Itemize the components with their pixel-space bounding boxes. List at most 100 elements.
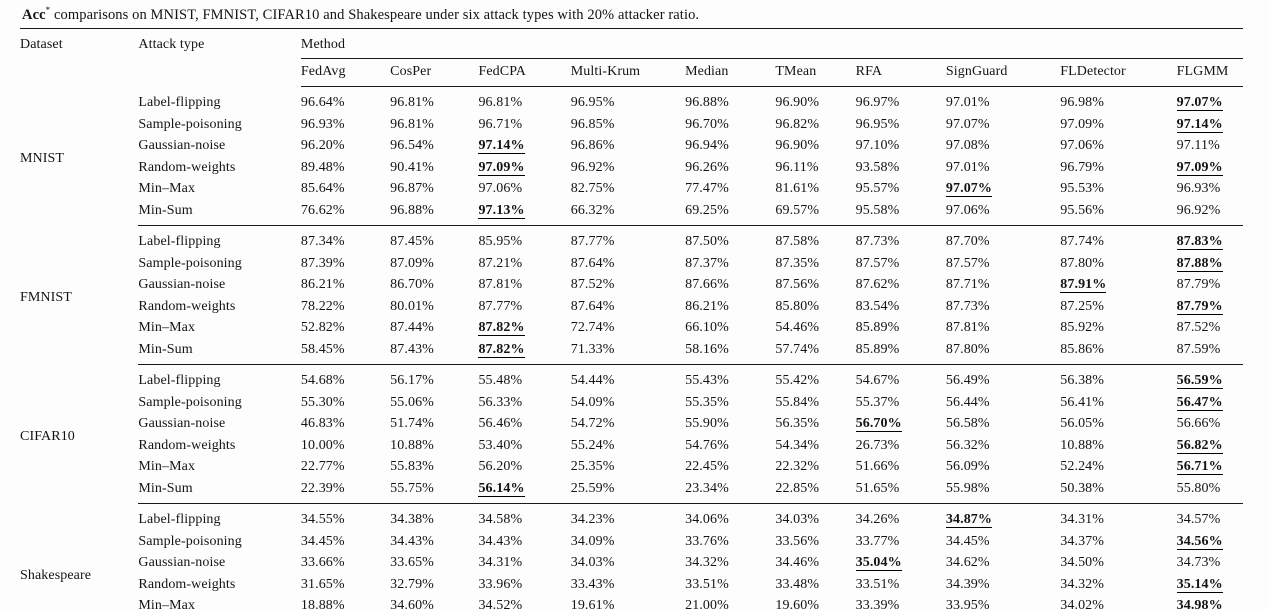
acc-value-cell: 33.51% [685,576,729,592]
best-value: 87.79% [1176,298,1223,315]
acc-value-cell: 56.59% [1176,365,1243,392]
acc-value-cell: 18.88% [300,598,345,610]
attack-type-label: Gaussian-noise [138,416,226,431]
attack-type-label: Gaussian-noise [138,138,226,153]
acc-value-cell: 87.21% [478,255,523,271]
acc-value-cell: 34.45% [300,533,345,549]
acc-value-cell: 56.33% [478,394,523,410]
table-row: Min-Sum 58.45% 87.43% 87.82% 71.33% 58.16% 57.… [20,338,1243,365]
section-mnist: MNIST Label-flipping 96.64% 96.81% 96.81% 96.… [20,87,1243,226]
acc-value-cell: 54.44% [570,373,615,388]
table-row: FMNIST Label-flipping 87.34% 87.45% 85.95% 87… [20,226,1243,305]
attack-type-label: Sample-poisoning [138,255,242,271]
acc-value-cell: 87.77% [570,234,615,249]
acc-value-cell: 54.72% [570,416,615,431]
acc-value-cell: 34.87% [945,504,1060,531]
acc-value-cell: 87.52% [570,277,615,292]
table-row: Sample-poisoning 55.30% 55.06% 56.33% 54.09%… [20,392,1243,414]
acc-value-cell: 85.89% [855,338,946,365]
acc-value-cell: 34.98% [1176,595,1243,610]
acc-value-cell: 33.96% [478,576,523,592]
acc-value-cell: 54.68% [300,373,345,388]
acc-value-cell: 87.45% [390,234,434,249]
acc-value-cell: 87.52% [1176,320,1221,335]
acc-value-cell: 51.65% [855,477,946,504]
acc-value-cell: 96.90% [775,95,820,110]
acc-value-cell: 55.42% [775,373,820,388]
acc-value-cell: 33.56% [775,533,820,549]
acc-value-cell: 56.46% [478,416,523,431]
table-row: Random-weights 10.00% 10.88% 53.40% 55.24% 54… [20,435,1243,457]
acc-value-cell: 56.17% [390,373,434,388]
table-row: Min–Max 18.88% 34.60% 34.52% 19.61% 21.00% 19.… [20,595,1243,610]
acc-value-cell: 26.73% [855,437,900,453]
acc-value-cell: 34.26% [855,512,900,527]
acc-value-cell: 55.48% [478,373,523,388]
acc-value-cell: 96.79% [1060,159,1105,175]
acc-value-cell: 87.44% [390,320,434,335]
acc-value-cell: 97.01% [945,159,990,175]
acc-value-cell: 34.39% [945,576,990,592]
acc-value-cell: 54.76% [685,437,729,453]
acc-value-cell: 97.06% [1060,138,1105,153]
acc-value-cell: 96.86% [570,138,615,153]
acc-value-cell: 66.10% [685,320,729,335]
attack-type-label: Random-weights [138,437,236,453]
acc-value-cell: 87.80% [945,338,1061,365]
table-row: Gaussian-noise 33.66% 33.65% 34.31% 34.03% 34… [20,552,1243,574]
acc-value-cell: 10.88% [390,437,434,453]
acc-value-cell: 90.41% [390,159,434,175]
acc-value-cell: 55.06% [390,394,434,410]
acc-value-cell: 71.33% [570,338,686,365]
acc-value-cell: 55.75% [390,477,479,504]
best-value: 56.70% [855,416,902,432]
best-value: 87.83% [1176,234,1223,250]
acc-value-cell: 87.81% [478,277,523,292]
acc-value-cell: 96.94% [685,138,729,153]
acc-value-cell: 55.24% [570,437,615,453]
acc-value-cell: 97.07% [945,116,990,132]
acc-value-cell: 85.92% [1060,320,1105,335]
table-row: Shakespeare Label-flipping 34.55% 34.38% 34.… [20,504,1243,583]
table-row: Min-Sum 22.39% 55.75% 56.14% 25.59% 23.34% 22.… [20,477,1243,504]
acc-value-cell: 97.09% [478,157,570,179]
dataset-label: Shakespeare [20,568,92,583]
acc-value-cell: 87.81% [945,320,990,335]
best-value: 56.14% [478,480,525,497]
acc-value-cell: 76.62% [300,199,391,226]
dataset-label: CIFAR10 [20,428,75,444]
table-row: Gaussian-noise 96.20% 96.54% 97.14% 96.86% 96… [20,135,1243,157]
acc-value-cell: 87.57% [855,255,900,271]
acc-value-cell: 96.11% [775,159,819,175]
acc-value-cell: 34.46% [775,555,820,570]
attack-type-label: Label-flipping [138,512,221,527]
acc-value-cell: 56.82% [1176,435,1243,457]
acc-value-cell: 95.58% [855,199,946,226]
acc-value-cell: 96.95% [570,95,615,110]
acc-value-cell: 96.98% [1060,95,1105,110]
attack-type-label: Label-flipping [138,373,221,388]
acc-value-cell: 87.35% [775,255,820,271]
acc-value-cell: 89.48% [300,159,345,175]
attack-type-label: Random-weights [138,298,236,314]
acc-value-cell: 95.53% [1060,181,1105,196]
acc-value-cell: 23.34% [685,477,776,504]
acc-value-cell: 55.43% [685,373,729,388]
acc-value-cell: 87.80% [1060,255,1105,271]
acc-value-cell: 54.67% [855,373,900,388]
attack-type-label: Gaussian-noise [138,277,226,292]
acc-value-cell: 77.47% [685,181,729,196]
acc-value-cell: 34.03% [570,555,615,570]
caption-metric: Acc [22,7,46,23]
acc-value-cell: 34.73% [1176,555,1221,570]
acc-value-cell: 33.66% [300,555,345,570]
acc-value-cell: 56.09% [945,459,990,474]
attack-type-label: Label-flipping [138,94,221,110]
best-value: 56.47% [1176,394,1223,411]
acc-value-cell: 97.09% [1060,116,1105,132]
table-row: Min-Sum 76.62% 96.88% 97.13% 66.32% 69.25% 69.… [20,199,1243,226]
acc-value-cell: 56.38% [1060,373,1105,388]
best-value: 56.82% [1176,437,1223,454]
table-row: Gaussian-noise 46.83% 51.74% 56.46% 54.72% 55… [20,413,1243,435]
acc-value-cell: 34.38% [390,512,434,527]
